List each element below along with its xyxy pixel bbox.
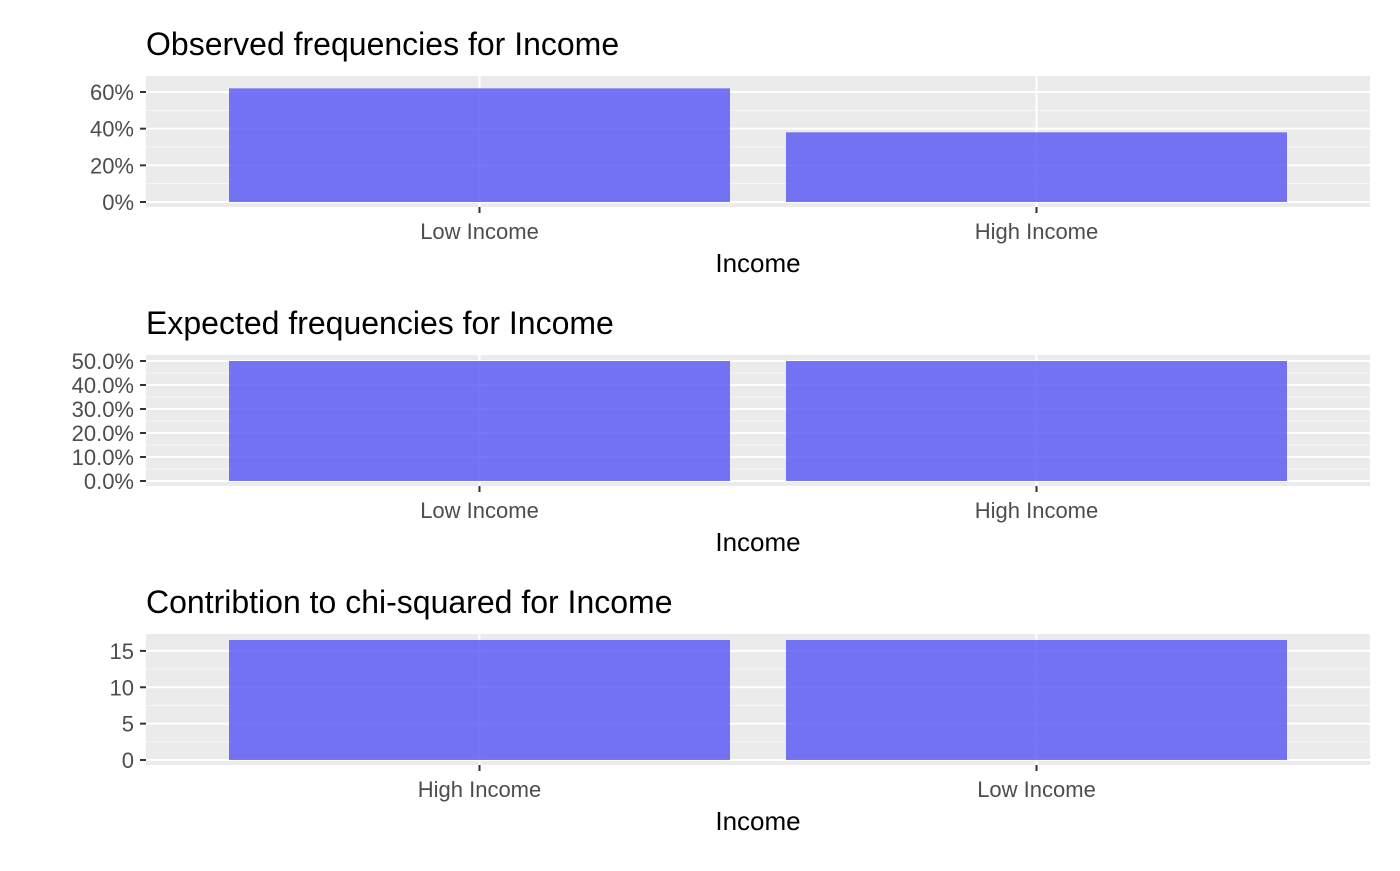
y-tick-label: 10.0% <box>72 445 134 470</box>
y-tick-label: 40% <box>90 117 134 142</box>
x-axis-title: Income <box>715 248 800 278</box>
x-tick-label: High Income <box>975 498 1099 523</box>
y-tick-label: 20% <box>90 153 134 178</box>
y-tick-label: 15 <box>110 639 134 664</box>
bar-high-income <box>786 361 1287 481</box>
chart-title: Contribtion to chi-squared for Income <box>146 584 672 620</box>
x-axis-title: Income <box>715 806 800 836</box>
x-tick-label: Low Income <box>420 219 539 244</box>
bar-low-income <box>229 361 730 481</box>
y-tick-label: 0% <box>102 190 134 215</box>
y-tick-label: 0 <box>122 748 134 773</box>
chart-panel-3: Contribtion to chi-squared for Income 0 5 1… <box>110 584 1370 836</box>
chart-panel-1: Observed frequencies for Income 0% 20% 40% 6… <box>90 26 1370 278</box>
y-tick-label: 40.0% <box>72 373 134 398</box>
x-tick-label: High Income <box>418 777 542 802</box>
x-axis-title: Income <box>715 527 800 557</box>
chart-panel-2: Expected frequencies for Income 0.0%10.0%… <box>72 305 1370 557</box>
y-tick-label: 60% <box>90 80 134 105</box>
bar-low-income <box>229 88 730 202</box>
y-tick-label: 20.0% <box>72 421 134 446</box>
x-tick-label: Low Income <box>420 498 539 523</box>
y-tick-label: 30.0% <box>72 397 134 422</box>
x-tick-label: High Income <box>975 219 1099 244</box>
bar-low-income <box>786 640 1287 760</box>
y-tick-label: 10 <box>110 675 134 700</box>
x-tick-label: Low Income <box>977 777 1096 802</box>
chart-title: Observed frequencies for Income <box>146 26 619 62</box>
bar-high-income <box>229 640 730 760</box>
y-tick-label: 50.0% <box>72 349 134 374</box>
y-tick-label: 0.0% <box>84 469 134 494</box>
y-tick-label: 5 <box>122 712 134 737</box>
bar-high-income <box>786 132 1287 202</box>
chart-title: Expected frequencies for Income <box>146 305 614 341</box>
